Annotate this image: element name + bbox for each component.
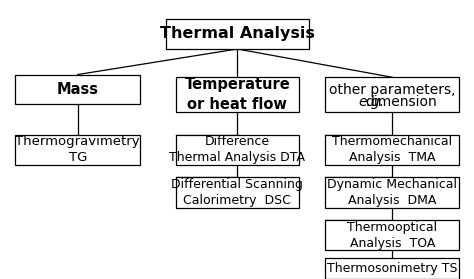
FancyBboxPatch shape bbox=[325, 177, 459, 208]
Text: Thermosonimetry TS: Thermosonimetry TS bbox=[327, 262, 457, 275]
Text: other parameters,: other parameters, bbox=[329, 83, 456, 97]
Text: Temperature
or heat flow: Temperature or heat flow bbox=[184, 78, 290, 112]
FancyBboxPatch shape bbox=[325, 77, 459, 112]
FancyBboxPatch shape bbox=[166, 19, 309, 49]
FancyBboxPatch shape bbox=[15, 74, 140, 104]
Text: dimension: dimension bbox=[365, 95, 437, 109]
FancyBboxPatch shape bbox=[176, 134, 299, 165]
FancyBboxPatch shape bbox=[325, 134, 459, 165]
Text: Thermomechanical
Analysis  TMA: Thermomechanical Analysis TMA bbox=[332, 135, 452, 165]
FancyBboxPatch shape bbox=[325, 220, 459, 251]
Text: Differential Scanning
Calorimetry  DSC: Differential Scanning Calorimetry DSC bbox=[172, 178, 303, 207]
FancyBboxPatch shape bbox=[325, 258, 459, 279]
Text: Thermogravimetry
TG: Thermogravimetry TG bbox=[16, 135, 140, 165]
Text: Difference
Thermal Analysis DTA: Difference Thermal Analysis DTA bbox=[169, 135, 305, 165]
Text: e.g.: e.g. bbox=[358, 95, 384, 109]
FancyBboxPatch shape bbox=[176, 177, 299, 208]
FancyBboxPatch shape bbox=[176, 77, 299, 112]
Text: Thermooptical
Analysis  TOA: Thermooptical Analysis TOA bbox=[347, 220, 438, 250]
Text: Thermal Analysis: Thermal Analysis bbox=[160, 26, 315, 41]
Text: Mass: Mass bbox=[57, 81, 99, 97]
FancyBboxPatch shape bbox=[15, 134, 140, 165]
Text: Dynamic Mechanical
Analysis  DMA: Dynamic Mechanical Analysis DMA bbox=[328, 178, 457, 207]
